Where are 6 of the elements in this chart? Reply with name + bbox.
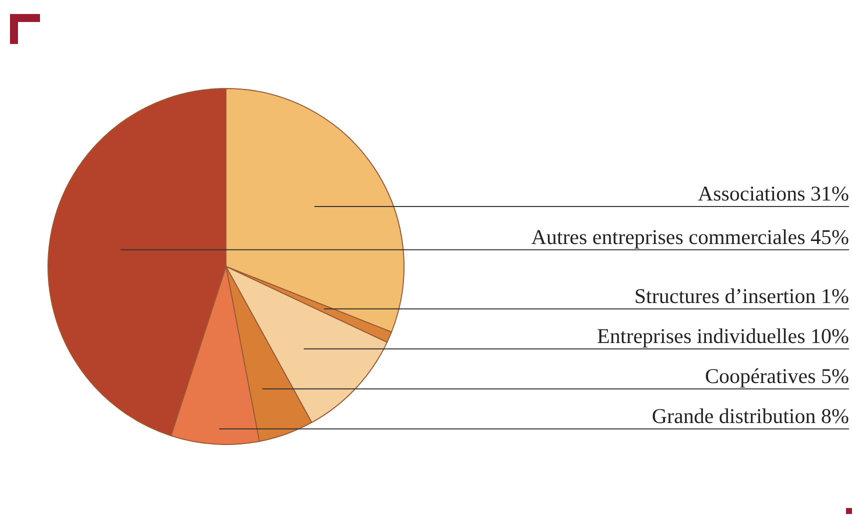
slice-label: Coopératives 5%	[704, 364, 849, 388]
slice-label: Entreprises individuelles 10%	[597, 324, 849, 348]
slice-label: Grande distribution 8%	[652, 404, 849, 428]
slice-label: Autres entreprises commerciales 45%	[531, 224, 849, 249]
slice-label: Associations 31%	[698, 181, 849, 206]
slice-label: Structures d’insertion 1%	[634, 284, 849, 308]
